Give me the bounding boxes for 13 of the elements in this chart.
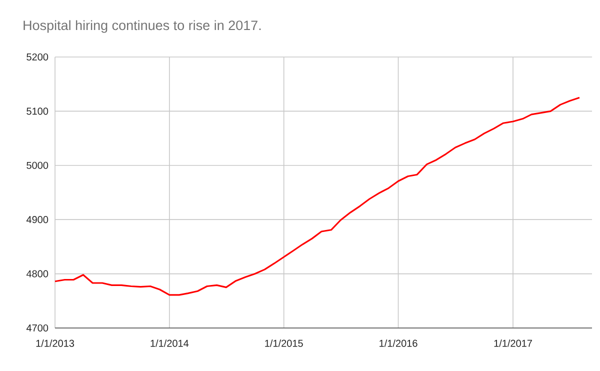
y-tick-label: 4900: [26, 216, 48, 224]
line-series: [54, 96, 580, 296]
y-tick-label: 5100: [26, 108, 48, 115]
x-tick-label: 1/1/2015: [265, 340, 303, 347]
chart-title: Hospital hiring continues to rise in 2017.: [24, 20, 261, 33]
y-tick-label: 4800: [26, 270, 48, 278]
y-tick-label: 4700: [26, 324, 48, 332]
x-tick-label: 1/1/2016: [380, 340, 418, 347]
y-tick-label: 5000: [26, 162, 48, 169]
x-tick-label: 1/1/2014: [150, 340, 189, 347]
x-tick-label: 1/1/2013: [36, 340, 74, 347]
x-tick-label: 1/1/2017: [494, 340, 532, 347]
y-tick-label: 5200: [26, 53, 48, 61]
